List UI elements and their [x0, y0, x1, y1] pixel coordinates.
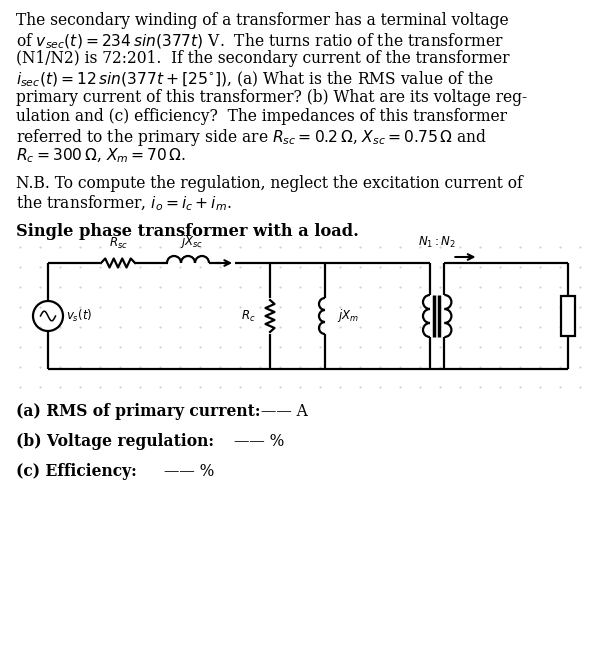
Text: referred to the primary side are $R_{sc} = 0.2\,\Omega$, $X_{sc} = 0.75\,\Omega$: referred to the primary side are $R_{sc}… [16, 127, 487, 149]
Text: —— %: —— % [164, 463, 214, 480]
Text: —— %: —— % [234, 433, 284, 450]
Text: (a) RMS of primary current:: (a) RMS of primary current: [16, 403, 266, 420]
Text: $v_s(t)$: $v_s(t)$ [66, 308, 92, 324]
Text: $R_c$: $R_c$ [241, 308, 256, 323]
Text: $jX_m$: $jX_m$ [337, 308, 359, 325]
Text: $R_c = 300\,\Omega$, $X_m = 70\,\Omega$.: $R_c = 300\,\Omega$, $X_m = 70\,\Omega$. [16, 146, 186, 165]
Text: $R_{sc}$: $R_{sc}$ [108, 236, 128, 251]
Text: —— A: —— A [261, 403, 308, 420]
Text: ulation and (c) efficiency?  The impedances of this transformer: ulation and (c) efficiency? The impedanc… [16, 108, 507, 125]
Text: $N_1{:}N_2$: $N_1{:}N_2$ [418, 235, 456, 250]
Text: (b) Voltage regulation:: (b) Voltage regulation: [16, 433, 219, 450]
Text: (N1/N2) is 72:201.  If the secondary current of the transformer: (N1/N2) is 72:201. If the secondary curr… [16, 50, 509, 67]
Text: $i_{sec}(t) = 12\,sin(377t + [25^{\circ}])$, (a) What is the RMS value of the: $i_{sec}(t) = 12\,sin(377t + [25^{\circ}… [16, 70, 494, 89]
Text: (c) Efficiency:: (c) Efficiency: [16, 463, 142, 480]
Text: Single phase transformer with a load.: Single phase transformer with a load. [16, 223, 359, 240]
Text: of $v_{sec}(t) = 234\,sin(377t)$ V.  The turns ratio of the transformer: of $v_{sec}(t) = 234\,sin(377t)$ V. The … [16, 31, 504, 50]
Text: $jX_{sc}$: $jX_{sc}$ [181, 233, 203, 250]
Text: The secondary winding of a transformer has a terminal voltage: The secondary winding of a transformer h… [16, 12, 509, 29]
Bar [561, 296, 575, 336]
Text: N.B. To compute the regulation, neglect the excitation current of: N.B. To compute the regulation, neglect … [16, 175, 523, 192]
Text: the transformer, $i_o = i_c + i_m$.: the transformer, $i_o = i_c + i_m$. [16, 194, 232, 213]
Text: primary current of this transformer? (b) What are its voltage reg-: primary current of this transformer? (b)… [16, 89, 527, 106]
